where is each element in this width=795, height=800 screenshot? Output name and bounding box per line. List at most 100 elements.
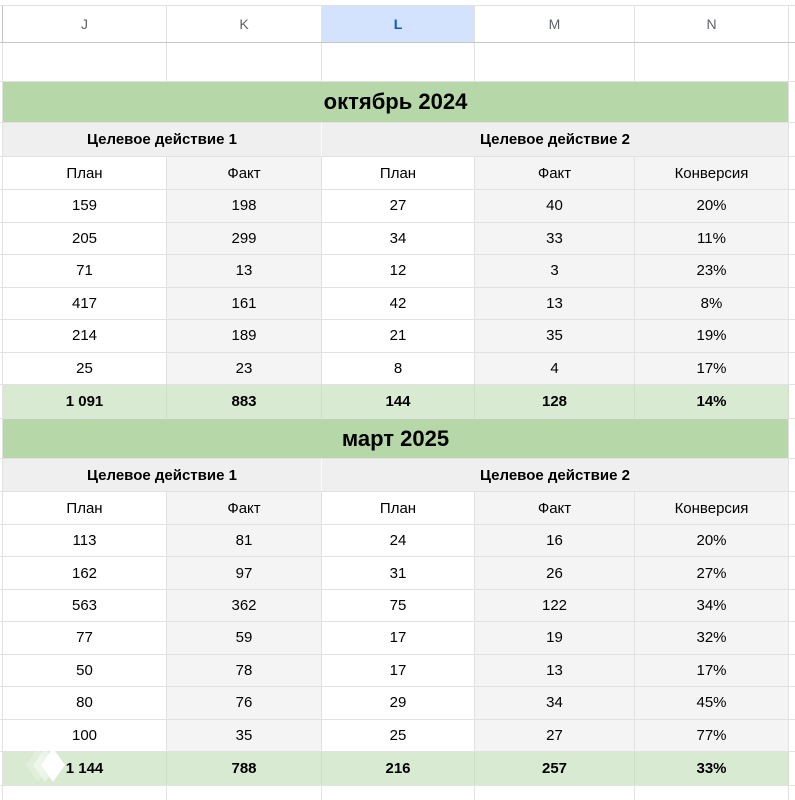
data-cell[interactable]: 100 xyxy=(3,719,167,751)
data-cell[interactable]: 161 xyxy=(167,287,322,319)
data-cell[interactable]: 34 xyxy=(322,222,475,254)
data-cell[interactable]: 122 xyxy=(475,589,635,622)
data-cell[interactable]: 214 xyxy=(3,320,167,352)
data-cell[interactable]: 17 xyxy=(322,654,475,687)
data-cell[interactable]: 205 xyxy=(3,222,167,254)
bottom-partial-row[interactable] xyxy=(0,785,795,800)
data-cell[interactable]: 77 xyxy=(3,622,167,654)
data-cell[interactable]: 25 xyxy=(3,352,167,384)
data-cell[interactable]: 17% xyxy=(635,654,789,687)
empty-cell[interactable] xyxy=(475,43,635,81)
data-cell[interactable]: 113 xyxy=(3,525,167,557)
empty-cell[interactable] xyxy=(167,43,322,81)
data-cell[interactable]: 563 xyxy=(3,589,167,622)
column-label-cell[interactable]: План xyxy=(322,157,475,189)
empty-cell[interactable] xyxy=(475,785,635,800)
data-cell[interactable]: 45% xyxy=(635,687,789,719)
data-cell[interactable]: 25 xyxy=(322,719,475,751)
total-cell[interactable]: 14% xyxy=(635,385,789,418)
total-cell[interactable]: 33% xyxy=(635,751,789,785)
data-cell[interactable]: 40 xyxy=(475,190,635,222)
empty-cell[interactable] xyxy=(635,785,789,800)
data-cell[interactable]: 159 xyxy=(3,190,167,222)
data-cell[interactable]: 17 xyxy=(322,622,475,654)
data-cell[interactable]: 50 xyxy=(3,654,167,687)
column-label-cell[interactable]: План xyxy=(3,492,167,524)
data-cell[interactable]: 8 xyxy=(322,352,475,384)
column-label-cell[interactable]: Факт xyxy=(167,492,322,524)
data-cell[interactable]: 362 xyxy=(167,589,322,622)
data-cell[interactable]: 34% xyxy=(635,589,789,622)
data-cell[interactable]: 27 xyxy=(475,719,635,751)
month-title-cell[interactable]: март 2025 xyxy=(3,419,789,458)
column-label-cell[interactable]: Конверсия xyxy=(635,492,789,524)
data-cell[interactable]: 19% xyxy=(635,320,789,352)
data-cell[interactable]: 162 xyxy=(3,557,167,589)
data-cell[interactable]: 75 xyxy=(322,589,475,622)
data-cell[interactable]: 23 xyxy=(167,352,322,384)
data-cell[interactable]: 8% xyxy=(635,287,789,319)
total-cell[interactable]: 883 xyxy=(167,385,322,418)
column-header-L[interactable]: L xyxy=(322,6,475,42)
data-cell[interactable]: 417 xyxy=(3,287,167,319)
data-cell[interactable]: 80 xyxy=(3,687,167,719)
data-cell[interactable]: 27 xyxy=(322,190,475,222)
data-cell[interactable]: 17% xyxy=(635,352,789,384)
group-header-action-1[interactable]: Целевое действие 1 xyxy=(3,459,322,491)
data-cell[interactable]: 20% xyxy=(635,525,789,557)
data-cell[interactable]: 32% xyxy=(635,622,789,654)
empty-cell[interactable] xyxy=(3,43,167,81)
data-cell[interactable]: 12 xyxy=(322,255,475,287)
data-cell[interactable]: 19 xyxy=(475,622,635,654)
month-title-cell[interactable]: октябрь 2024 xyxy=(3,82,789,122)
data-cell[interactable]: 78 xyxy=(167,654,322,687)
empty-cell[interactable] xyxy=(3,785,167,800)
total-cell[interactable]: 1 144 xyxy=(3,751,167,785)
total-cell[interactable]: 788 xyxy=(167,751,322,785)
data-cell[interactable]: 3 xyxy=(475,255,635,287)
column-label-cell[interactable]: План xyxy=(322,492,475,524)
column-label-cell[interactable]: Факт xyxy=(475,492,635,524)
data-cell[interactable]: 13 xyxy=(475,654,635,687)
data-cell[interactable]: 189 xyxy=(167,320,322,352)
data-cell[interactable]: 34 xyxy=(475,687,635,719)
data-cell[interactable]: 16 xyxy=(475,525,635,557)
column-header-J[interactable]: J xyxy=(3,6,167,42)
group-header-action-2[interactable]: Целевое действие 2 xyxy=(322,123,789,156)
data-cell[interactable]: 24 xyxy=(322,525,475,557)
column-label-cell[interactable]: Конверсия xyxy=(635,157,789,189)
total-cell[interactable]: 144 xyxy=(322,385,475,418)
data-cell[interactable]: 4 xyxy=(475,352,635,384)
group-header-action-1[interactable]: Целевое действие 1 xyxy=(3,123,322,156)
data-cell[interactable]: 77% xyxy=(635,719,789,751)
column-header-M[interactable]: M xyxy=(475,6,635,42)
column-header-N[interactable]: N xyxy=(635,6,789,42)
column-label-cell[interactable]: Факт xyxy=(167,157,322,189)
empty-cell[interactable] xyxy=(322,43,475,81)
data-cell[interactable]: 198 xyxy=(167,190,322,222)
data-cell[interactable]: 21 xyxy=(322,320,475,352)
data-cell[interactable]: 71 xyxy=(3,255,167,287)
total-cell[interactable]: 128 xyxy=(475,385,635,418)
empty-row[interactable] xyxy=(0,43,795,82)
data-cell[interactable]: 35 xyxy=(167,719,322,751)
data-cell[interactable]: 27% xyxy=(635,557,789,589)
empty-cell[interactable] xyxy=(322,785,475,800)
empty-cell[interactable] xyxy=(635,43,789,81)
data-cell[interactable]: 33 xyxy=(475,222,635,254)
total-cell[interactable]: 216 xyxy=(322,751,475,785)
data-cell[interactable]: 20% xyxy=(635,190,789,222)
column-label-cell[interactable]: Факт xyxy=(475,157,635,189)
empty-cell[interactable] xyxy=(167,785,322,800)
total-cell[interactable]: 257 xyxy=(475,751,635,785)
data-cell[interactable]: 11% xyxy=(635,222,789,254)
data-cell[interactable]: 13 xyxy=(167,255,322,287)
group-header-action-2[interactable]: Целевое действие 2 xyxy=(322,459,789,491)
column-header-K[interactable]: K xyxy=(167,6,322,42)
data-cell[interactable]: 29 xyxy=(322,687,475,719)
data-cell[interactable]: 76 xyxy=(167,687,322,719)
total-cell[interactable]: 1 091 xyxy=(3,385,167,418)
data-cell[interactable]: 59 xyxy=(167,622,322,654)
data-cell[interactable]: 23% xyxy=(635,255,789,287)
data-cell[interactable]: 35 xyxy=(475,320,635,352)
